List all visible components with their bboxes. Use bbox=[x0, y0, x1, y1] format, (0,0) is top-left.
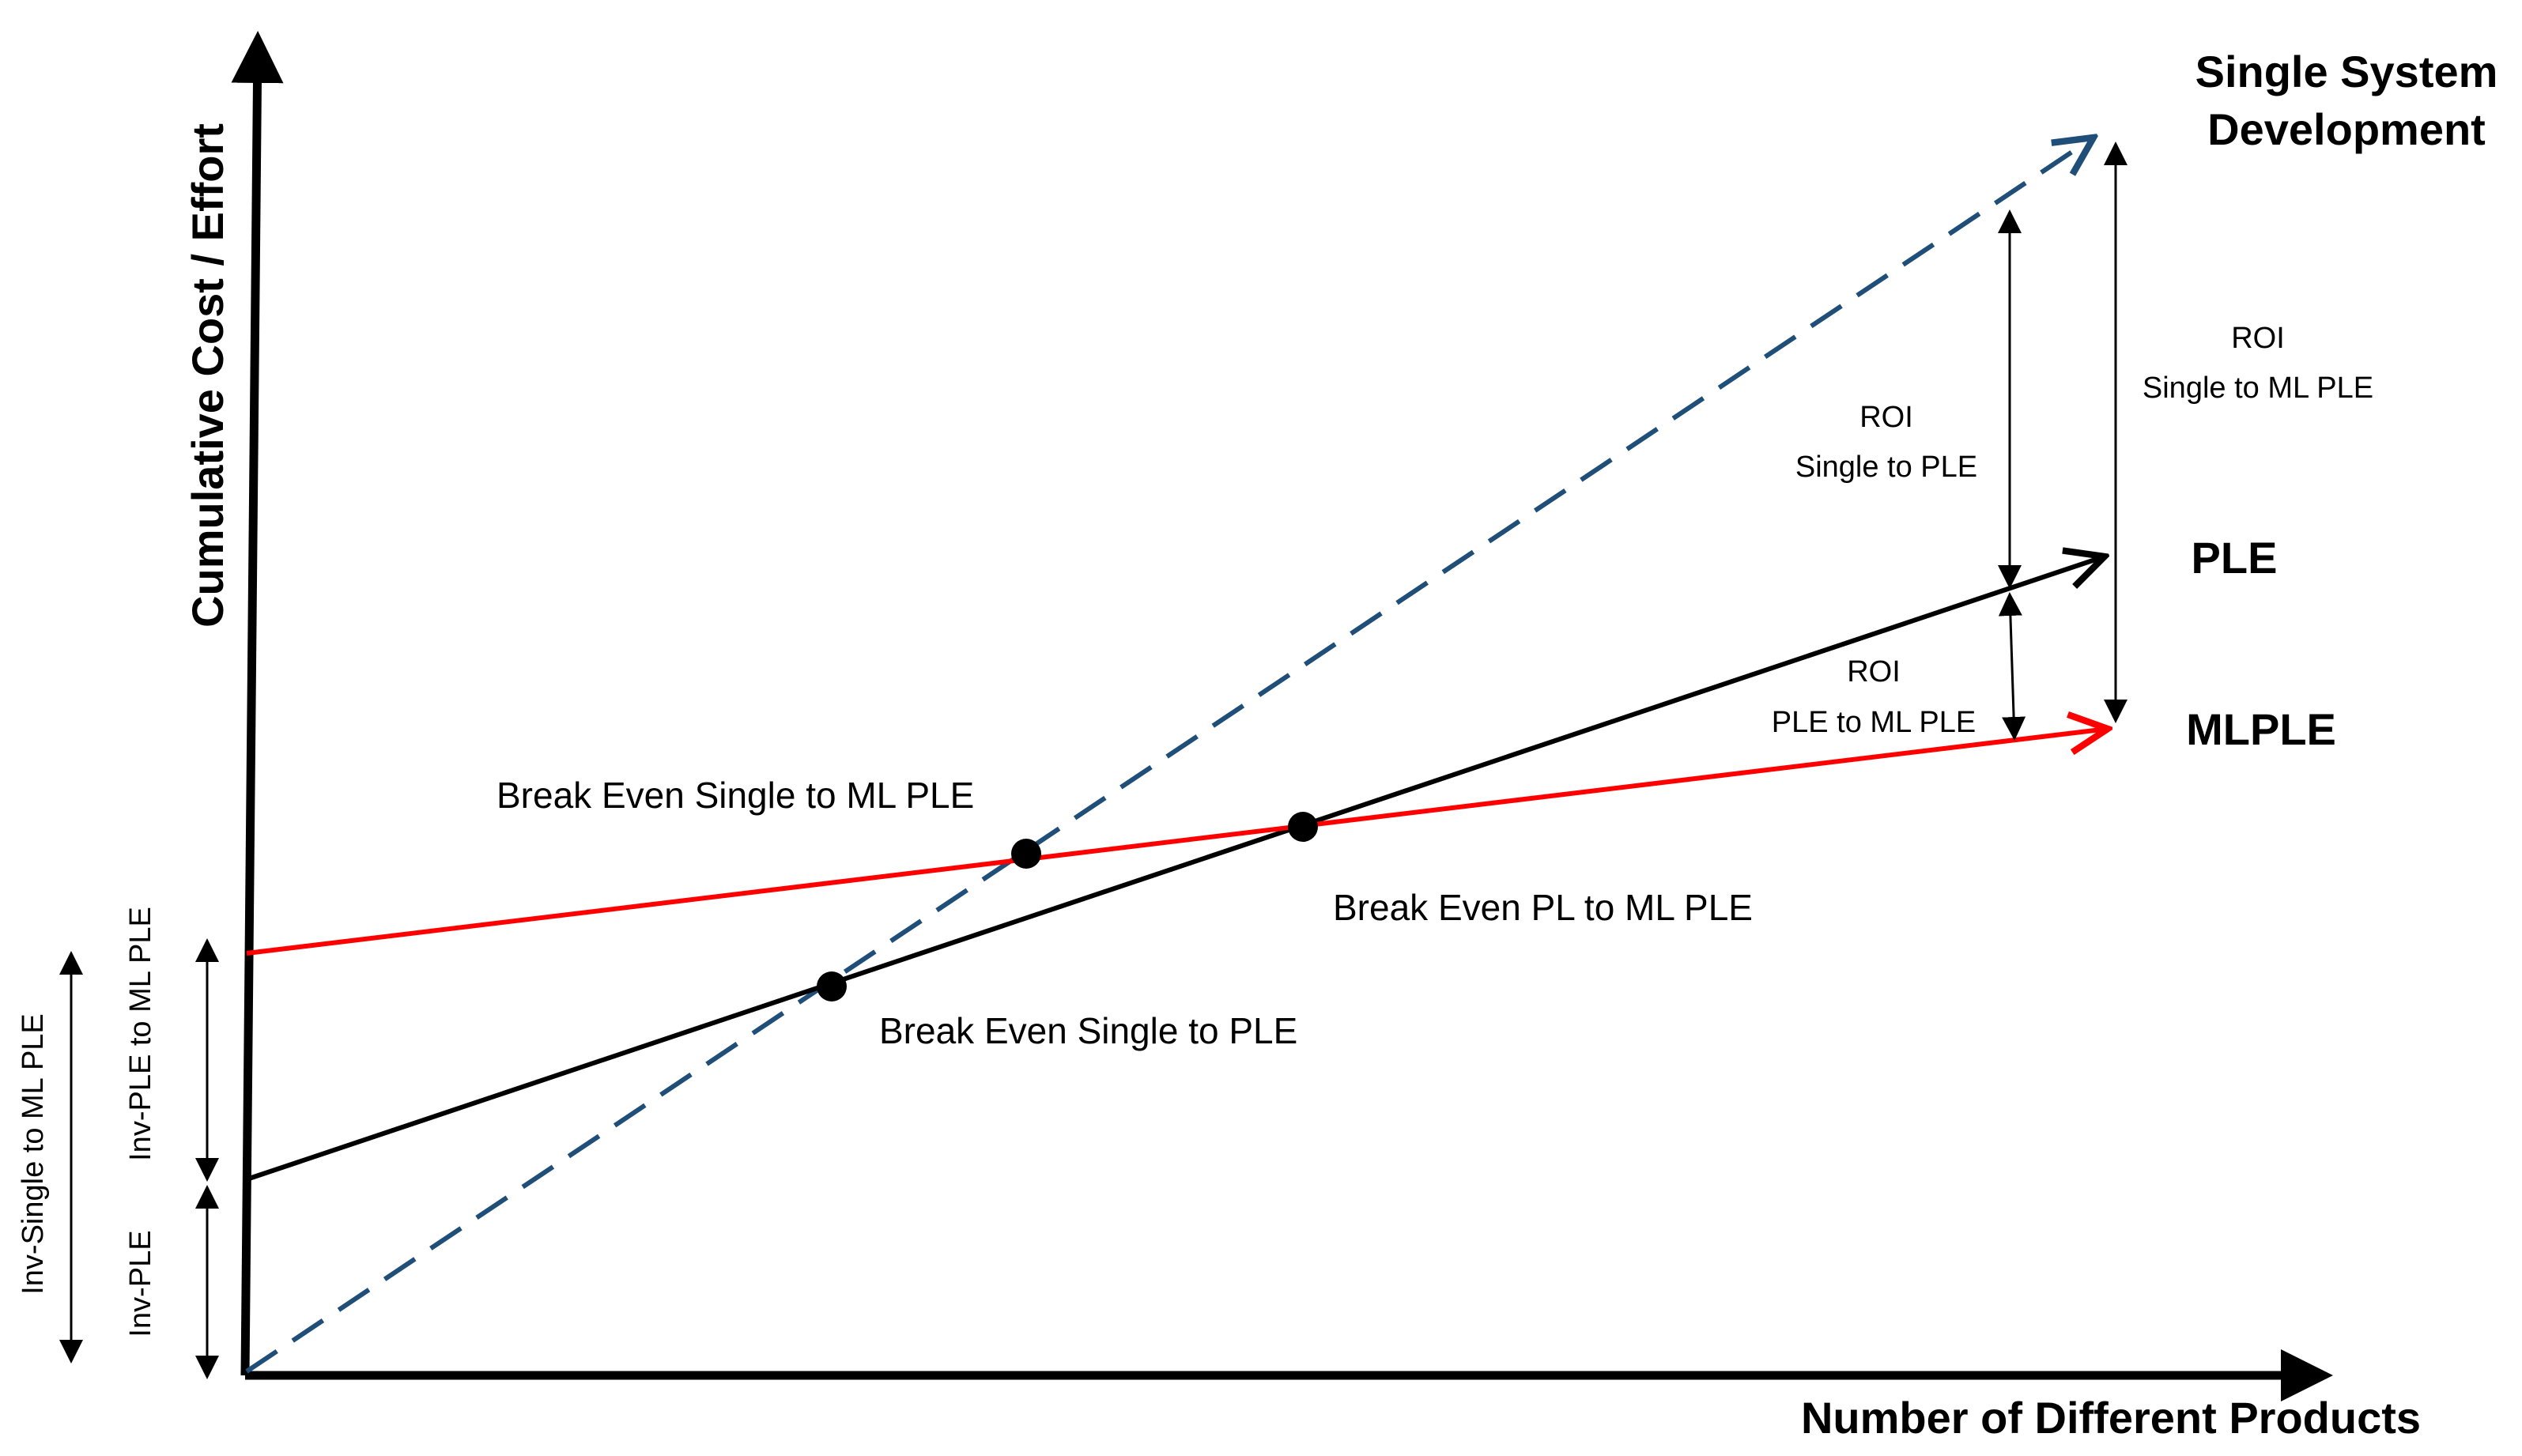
inv-ple-label: Inv-PLE bbox=[124, 1230, 157, 1337]
break-even-single-to-ple-label: Break Even Single to PLE bbox=[879, 1010, 1297, 1051]
roi-single-to-mlple-desc: Single to ML PLE bbox=[2143, 372, 2373, 405]
inv-single-to-mlple-label: Inv-Single to ML PLE bbox=[17, 1013, 50, 1295]
break-even-single-to-mlple-label: Break Even Single to ML PLE bbox=[496, 775, 974, 816]
roi-single-to-ple-desc: Single to PLE bbox=[1795, 451, 1977, 484]
y-axis bbox=[231, 31, 284, 1376]
roi-ple-to-mlple-title: ROI bbox=[1847, 655, 1901, 688]
break-even-single-to-mlple-point bbox=[1011, 839, 1041, 869]
y-axis-label: Cumulative Cost / Effort bbox=[183, 123, 232, 628]
break-even-pl-to-mlple-point bbox=[1288, 812, 1318, 842]
roi-single-to-ple-title: ROI bbox=[1859, 401, 1913, 434]
mlple-label: MLPLE bbox=[2186, 704, 2336, 754]
single-system-label-line2: Development bbox=[2207, 104, 2486, 154]
roi-ple-to-mlple-desc: PLE to ML PLE bbox=[1772, 706, 1976, 739]
mlple-line bbox=[246, 729, 2108, 956]
single-system-label-line1: Single System bbox=[2195, 47, 2498, 96]
ple-line bbox=[246, 556, 2105, 1182]
inv-ple-to-mlple-label: Inv-PLE to ML PLE bbox=[124, 907, 157, 1161]
break-even-pl-to-mlple-label: Break Even PL to ML PLE bbox=[1333, 887, 1753, 928]
roi-ple-to-mlple-arrow bbox=[1998, 592, 2026, 741]
roi-single-to-mlple-title: ROI bbox=[2231, 322, 2285, 355]
break-even-single-to-ple-point bbox=[817, 971, 847, 1001]
x-axis-label: Number of Different Products bbox=[1801, 1393, 2421, 1443]
single-system-line bbox=[245, 138, 2093, 1374]
ple-label: PLE bbox=[2192, 533, 2278, 583]
